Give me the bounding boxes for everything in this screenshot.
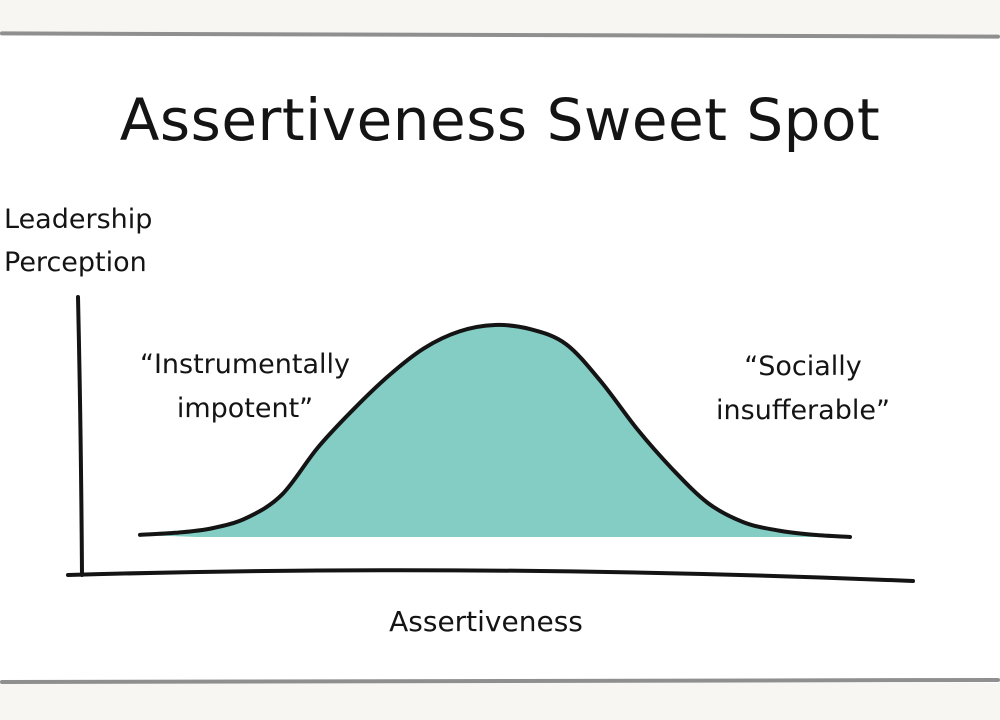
curve-line [138, 322, 852, 539]
y-axis-line [76, 295, 84, 577]
chart-title: Assertiveness Sweet Spot [119, 86, 881, 154]
annotation-right: “Socially insufferable” [678, 345, 928, 433]
x-axis-line [66, 568, 915, 583]
y-axis-label: Leadership Perception [4, 198, 204, 284]
annotation-left: “Instrumentally impotent” [110, 343, 380, 431]
annotation-left-line-2: impotent” [176, 393, 314, 424]
y-axis-label-line-1: Leadership [4, 204, 153, 235]
curve-area-fill [140, 324, 850, 537]
y-axis-label-line-2: Perception [4, 247, 147, 278]
annotation-left-line-1: “Instrumentally [139, 349, 351, 380]
annotation-right-line-1: “Socially [744, 351, 862, 382]
x-axis-label: Assertiveness [389, 605, 583, 638]
annotation-right-line-2: insufferable” [716, 395, 890, 426]
